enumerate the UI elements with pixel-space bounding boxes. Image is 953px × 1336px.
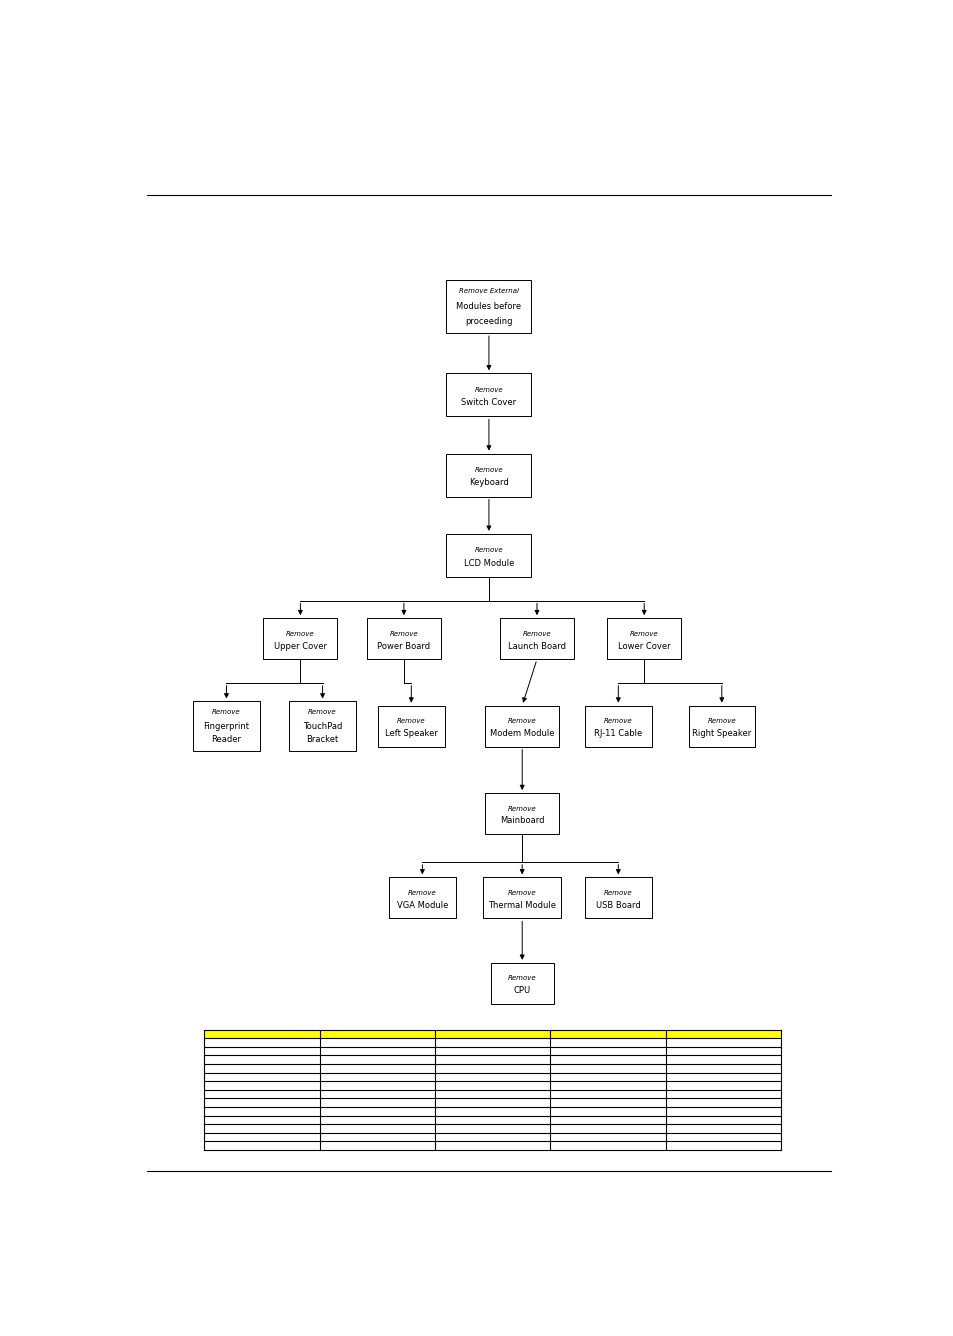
Text: proceeding: proceeding xyxy=(465,317,512,326)
Text: Mainboard: Mainboard xyxy=(499,816,544,826)
Bar xyxy=(367,619,440,659)
Text: TouchPad: TouchPad xyxy=(302,721,342,731)
Text: Switch Cover: Switch Cover xyxy=(461,398,516,407)
Text: Thermal Module: Thermal Module xyxy=(488,900,556,910)
Bar xyxy=(204,1108,781,1116)
Text: Left Speaker: Left Speaker xyxy=(384,729,437,737)
Text: USB Board: USB Board xyxy=(596,900,640,910)
Text: Remove: Remove xyxy=(507,806,536,811)
Text: Remove: Remove xyxy=(396,719,425,724)
Text: Power Board: Power Board xyxy=(377,641,430,651)
Text: Modules before: Modules before xyxy=(456,302,521,311)
Bar xyxy=(263,619,337,659)
Bar xyxy=(584,878,651,918)
Text: Remove: Remove xyxy=(707,719,736,724)
Bar xyxy=(204,1124,781,1133)
Bar xyxy=(204,1090,781,1098)
Text: Modem Module: Modem Module xyxy=(490,729,554,737)
Text: Bracket: Bracket xyxy=(306,735,338,744)
Text: RJ-11 Cable: RJ-11 Cable xyxy=(594,729,641,737)
Bar xyxy=(485,705,558,747)
Bar xyxy=(499,619,574,659)
Text: Launch Board: Launch Board xyxy=(507,641,565,651)
Bar xyxy=(204,1133,781,1141)
Text: CPU: CPU xyxy=(513,986,530,995)
Text: Remove: Remove xyxy=(522,631,551,637)
Text: Upper Cover: Upper Cover xyxy=(274,641,327,651)
Text: Remove: Remove xyxy=(474,466,503,473)
Text: Remove: Remove xyxy=(507,719,536,724)
Bar xyxy=(289,701,355,751)
Bar xyxy=(446,453,531,497)
Bar xyxy=(584,705,651,747)
Bar xyxy=(490,963,553,1003)
Text: Remove: Remove xyxy=(474,386,503,393)
Bar xyxy=(204,1116,781,1124)
Bar xyxy=(204,1063,781,1073)
Text: Remove: Remove xyxy=(603,719,632,724)
Text: Reader: Reader xyxy=(212,735,241,744)
Bar xyxy=(204,1047,781,1055)
Text: VGA Module: VGA Module xyxy=(396,900,448,910)
Text: Remove: Remove xyxy=(629,631,658,637)
Text: Right Speaker: Right Speaker xyxy=(692,729,751,737)
Bar xyxy=(204,1055,781,1063)
Bar xyxy=(204,1030,781,1038)
Text: Remove: Remove xyxy=(507,890,536,896)
Bar xyxy=(377,705,444,747)
Text: Remove: Remove xyxy=(308,709,336,715)
Text: Fingerprint: Fingerprint xyxy=(203,721,249,731)
Text: Remove: Remove xyxy=(603,890,632,896)
Bar xyxy=(483,878,560,918)
Bar xyxy=(688,705,754,747)
Text: Remove: Remove xyxy=(286,631,314,637)
Bar xyxy=(204,1141,781,1150)
Bar xyxy=(446,373,531,417)
Text: Remove: Remove xyxy=(389,631,417,637)
Text: Keyboard: Keyboard xyxy=(469,478,508,488)
Bar xyxy=(485,794,558,834)
Bar xyxy=(204,1073,781,1081)
Bar xyxy=(389,878,456,918)
Bar xyxy=(446,534,531,577)
Bar xyxy=(193,701,259,751)
Bar xyxy=(204,1038,781,1047)
Bar xyxy=(606,619,680,659)
Bar xyxy=(204,1081,781,1090)
Text: Remove: Remove xyxy=(212,709,240,715)
Text: Remove External: Remove External xyxy=(458,289,518,294)
Text: Lower Cover: Lower Cover xyxy=(618,641,670,651)
Bar xyxy=(446,279,531,333)
Text: Remove: Remove xyxy=(474,548,503,553)
Text: Remove: Remove xyxy=(408,890,436,896)
Text: Remove: Remove xyxy=(507,975,536,982)
Bar xyxy=(204,1098,781,1108)
Text: LCD Module: LCD Module xyxy=(463,558,514,568)
